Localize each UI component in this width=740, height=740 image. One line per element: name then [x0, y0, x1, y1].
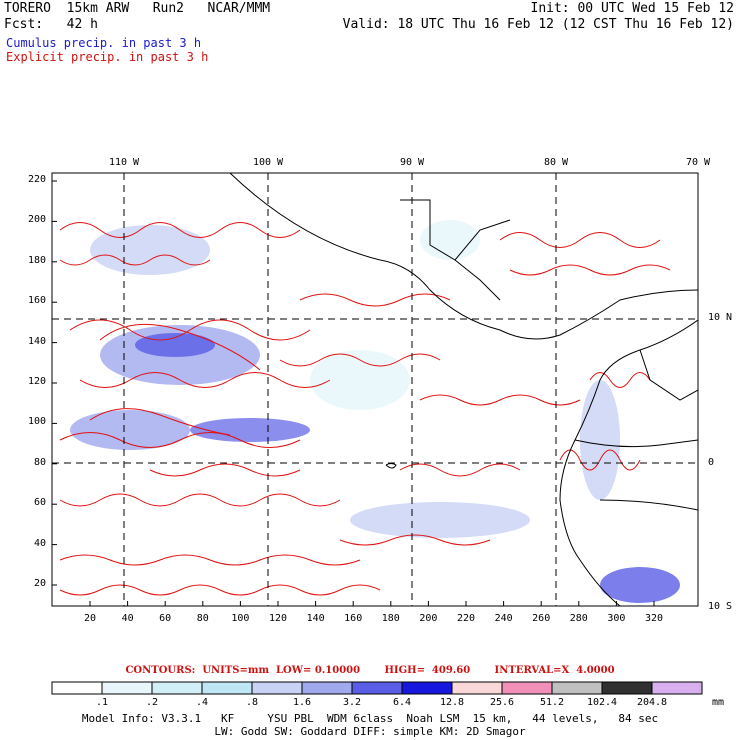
model-title: TORERO 15km ARW Run2 NCAR/MMM — [4, 1, 271, 16]
color-scale-swatch — [251, 681, 303, 695]
color-scale-label: 51.2 — [539, 697, 565, 708]
x-tick-label: 320 — [644, 613, 664, 624]
y-tick-label: 220 — [27, 174, 46, 185]
color-scale-swatch — [301, 681, 353, 695]
color-scale — [51, 681, 703, 695]
lon-label-100w: 100 W — [252, 157, 284, 168]
y-tick-label: 180 — [27, 254, 46, 266]
x-tick-label: 20 — [83, 613, 97, 624]
color-scale-label: .2 — [145, 697, 159, 708]
x-tick-label: 120 — [268, 613, 288, 624]
color-scale-label: 12.8 — [439, 697, 465, 708]
color-scale-label: 25.6 — [489, 697, 515, 708]
y-tick-label: 60 — [33, 497, 46, 509]
lon-label-80w: 80 W — [543, 157, 569, 168]
color-scale-label: .1 — [95, 697, 109, 708]
x-tick-label: 60 — [159, 613, 172, 624]
color-scale-swatch — [401, 681, 453, 695]
color-scale-label: .4 — [195, 697, 209, 708]
y-tick-label: 40 — [33, 537, 46, 549]
y-tick-label: 140 — [27, 335, 46, 347]
x-tick-label: 80 — [196, 613, 209, 624]
color-scale-label: 204.8 — [636, 697, 668, 708]
forecast-hour: Fcst: 42 h — [4, 17, 98, 32]
model-info-line2: LW: Godd SW: Goddard DIFF: simple KM: 2D… — [214, 725, 526, 738]
y-tick-label: 20 — [33, 578, 46, 589]
y-tick-label: 120 — [27, 376, 46, 387]
contours-info: CONTOURS: UNITS=mm LOW= 0.10000 HIGH= 40… — [125, 665, 615, 676]
color-scale-label: .8 — [245, 697, 259, 708]
explicit-precip-contours — [59, 222, 671, 596]
y-tick-label: 80 — [33, 456, 46, 468]
y-tick-label: 160 — [27, 295, 46, 307]
scale-unit: mm — [712, 697, 725, 708]
model-info-line1: Model Info: V3.3.1 KF YSU PBL WDM 6class… — [81, 712, 659, 725]
color-scale-label: 102.4 — [586, 697, 618, 708]
y-tick-label: 100 — [27, 416, 46, 428]
color-scale-swatch — [451, 681, 503, 695]
lat-label-10n: 10 N — [708, 312, 733, 323]
init-time: Init: 00 UTC Wed 15 Feb 12 — [530, 1, 735, 16]
color-scale-swatch — [201, 681, 253, 695]
explicit-field-label: Explicit precip. in past 3 h — [6, 50, 209, 64]
color-scale-swatch — [551, 681, 603, 695]
cumulus-field-label: Cumulus precip. in past 3 h — [6, 36, 202, 50]
lon-label-90w: 90 W — [399, 157, 425, 168]
color-scale-label: 3.2 — [342, 697, 362, 708]
x-tick-label: 160 — [344, 613, 363, 624]
x-tick-label: 180 — [381, 613, 400, 624]
color-scale-label: 1.6 — [292, 697, 312, 708]
x-tick-label: 300 — [607, 613, 626, 624]
color-scale-swatch — [51, 681, 103, 695]
lat-label-0: 0 — [708, 457, 715, 468]
x-tick-label: 220 — [456, 613, 476, 624]
x-tick-label: 40 — [121, 613, 134, 624]
graticule — [52, 173, 698, 606]
x-tick-label: 280 — [569, 613, 588, 624]
axis-ticks — [52, 180, 655, 606]
x-tick-label: 240 — [494, 613, 513, 624]
coastlines — [229, 173, 698, 606]
y-tick-label: 200 — [27, 214, 46, 226]
color-scale-swatch — [651, 681, 703, 695]
color-scale-swatch — [501, 681, 553, 695]
color-scale-swatch — [151, 681, 203, 695]
color-scale-swatch — [601, 681, 653, 695]
x-tick-label: 100 — [231, 613, 250, 624]
color-scale-swatch — [101, 681, 153, 695]
x-tick-label: 260 — [532, 613, 551, 624]
x-tick-label: 200 — [419, 613, 438, 624]
color-scale-swatch — [351, 681, 403, 695]
x-tick-label: 140 — [306, 613, 325, 624]
lon-label-110w: 110 W — [108, 157, 140, 168]
lat-label-10s: 10 S — [708, 601, 733, 612]
lon-label-70w: 70 W — [685, 157, 711, 168]
color-scale-label: 6.4 — [392, 697, 412, 708]
valid-time: Valid: 18 UTC Thu 16 Feb 12 (12 CST Thu … — [342, 17, 734, 32]
